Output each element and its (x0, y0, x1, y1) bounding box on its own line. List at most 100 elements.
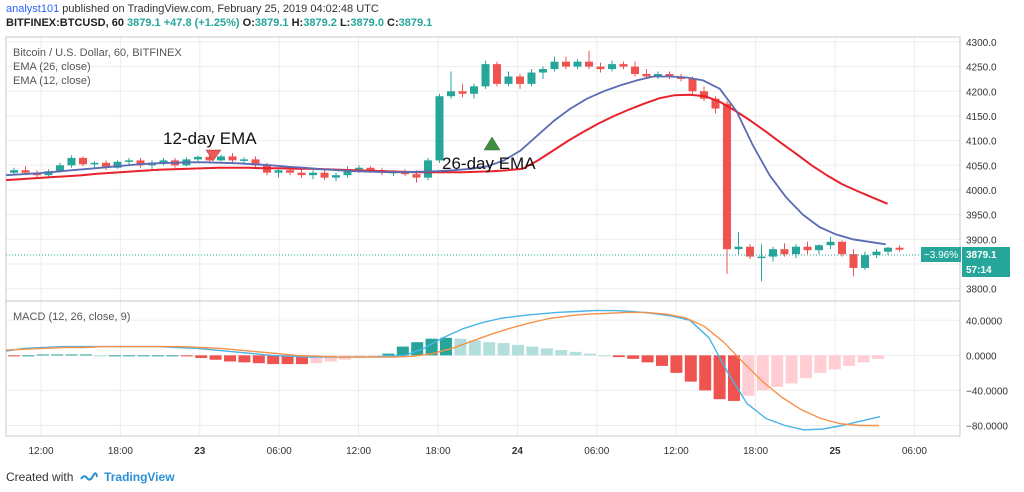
histogram-bar (468, 340, 481, 356)
histogram-bar (800, 355, 812, 379)
chart-frame (5, 36, 961, 437)
candle-body (619, 64, 628, 67)
histogram-bar (814, 355, 827, 373)
candle-body (435, 96, 444, 161)
candle-body (665, 74, 674, 77)
histogram-bar (771, 355, 784, 387)
histogram-bar (180, 355, 193, 357)
histogram-bar (166, 355, 179, 357)
candle-body (194, 156, 202, 160)
last-price-tag (962, 247, 1010, 262)
candle-body (274, 170, 283, 173)
candle-body (10, 170, 18, 173)
price-tick-label: 4100.0 (966, 137, 997, 148)
candle-body (550, 61, 559, 70)
candle-body (872, 251, 881, 256)
close-value: 3879.1 (398, 17, 433, 29)
candle-body (205, 156, 214, 161)
histogram-bar (296, 355, 308, 365)
candlestick-chart[interactable]: 3800.03850.03900.03950.04000.04050.04100… (0, 0, 1024, 470)
histogram-bar (699, 355, 712, 391)
price-tick-label: 3900.0 (966, 235, 997, 246)
countdown-tag (962, 262, 1010, 277)
candle-body (412, 174, 421, 178)
candle-body (67, 157, 76, 166)
candle-body (366, 167, 375, 171)
macd-tick-label: 40.0000 (966, 316, 1003, 327)
time-tick-label: 23 (194, 446, 206, 457)
histogram-bar (612, 355, 625, 358)
candle-body (631, 66, 639, 75)
high-label: H: (291, 17, 304, 29)
price-tick-label: 4050.0 (966, 161, 997, 172)
histogram-bar (584, 353, 596, 356)
histogram-bar (872, 355, 884, 359)
histogram-bar (252, 355, 265, 364)
candle-body (815, 245, 823, 251)
price-axis-ticks: 3800.03850.03900.03950.04000.04050.04100… (966, 38, 1008, 433)
price-tick-label: 4000.0 (966, 186, 997, 197)
candle-body (493, 64, 501, 84)
candle-body (608, 64, 616, 70)
histogram-bar (713, 355, 726, 400)
histogram-bar (36, 354, 49, 356)
histogram-bar (8, 355, 20, 357)
price-tick-label: 4300.0 (966, 38, 997, 49)
histogram-bar (670, 355, 683, 373)
histogram-bar (324, 355, 337, 362)
candle-body (849, 254, 858, 268)
candle-body (228, 156, 237, 161)
tradingview-brand[interactable]: TradingView (104, 470, 175, 484)
last-close: 3879.1 (127, 17, 161, 29)
candle-body (826, 241, 835, 246)
price-tick-label: 4250.0 (966, 63, 997, 74)
arrow-up-icon (483, 136, 501, 151)
time-tick-label: 12:00 (28, 446, 53, 457)
histogram-bar (224, 355, 236, 362)
last-price-text: 3879.1 (966, 250, 997, 261)
candle-body (251, 159, 260, 166)
histogram-bar (828, 355, 841, 370)
candle-body (240, 159, 248, 161)
histogram-bar (123, 355, 136, 357)
candle-body (516, 76, 524, 84)
candle-body (711, 98, 720, 109)
candle-body (309, 172, 317, 176)
candle-body (642, 74, 651, 77)
candle-body (746, 246, 754, 257)
legend-ema12: EMA (12, close) (13, 75, 91, 87)
legend-ema26: EMA (26, close) (13, 61, 91, 73)
symbol-label: BITFINEX:BTCUSD, 60 (6, 17, 124, 29)
candle-body (21, 170, 30, 173)
histogram-bar (483, 342, 496, 356)
histogram-bar (728, 355, 740, 401)
histogram-bar (569, 351, 582, 356)
time-axis-ticks: 12:00 18:00 23 06:00 12:00 18:00 24 06:00 12:00 1… (28, 446, 927, 457)
candles (10, 50, 904, 282)
histogram-bar (857, 355, 870, 363)
histogram-bar (65, 354, 78, 356)
change-pct-text: −3.96% (924, 250, 958, 261)
indicator-lines (5, 75, 888, 431)
low-label: L: (339, 17, 351, 29)
histogram-bar (785, 355, 798, 384)
histogram-bar (80, 354, 92, 356)
candle-body (654, 74, 662, 77)
candle-body (79, 157, 87, 165)
candle-body (447, 91, 455, 97)
candle-body (838, 241, 846, 255)
histogram-bar (598, 355, 611, 357)
grid-lines (6, 37, 960, 436)
publish-line: analyst101 published on TradingView.com,… (6, 3, 379, 15)
author-link[interactable]: analyst101 (6, 3, 60, 15)
candle-body (125, 160, 133, 162)
candle-body (458, 91, 467, 94)
macd-tick-label: −80.0000 (966, 421, 1008, 432)
price-tick-label: 4200.0 (966, 87, 997, 98)
time-tick-label: 18:00 (743, 446, 768, 457)
candle-body (286, 170, 294, 173)
candle-body (700, 91, 708, 99)
time-tick-label: 12:00 (346, 446, 371, 457)
candle-body (113, 161, 122, 168)
histogram-bar (684, 355, 697, 382)
